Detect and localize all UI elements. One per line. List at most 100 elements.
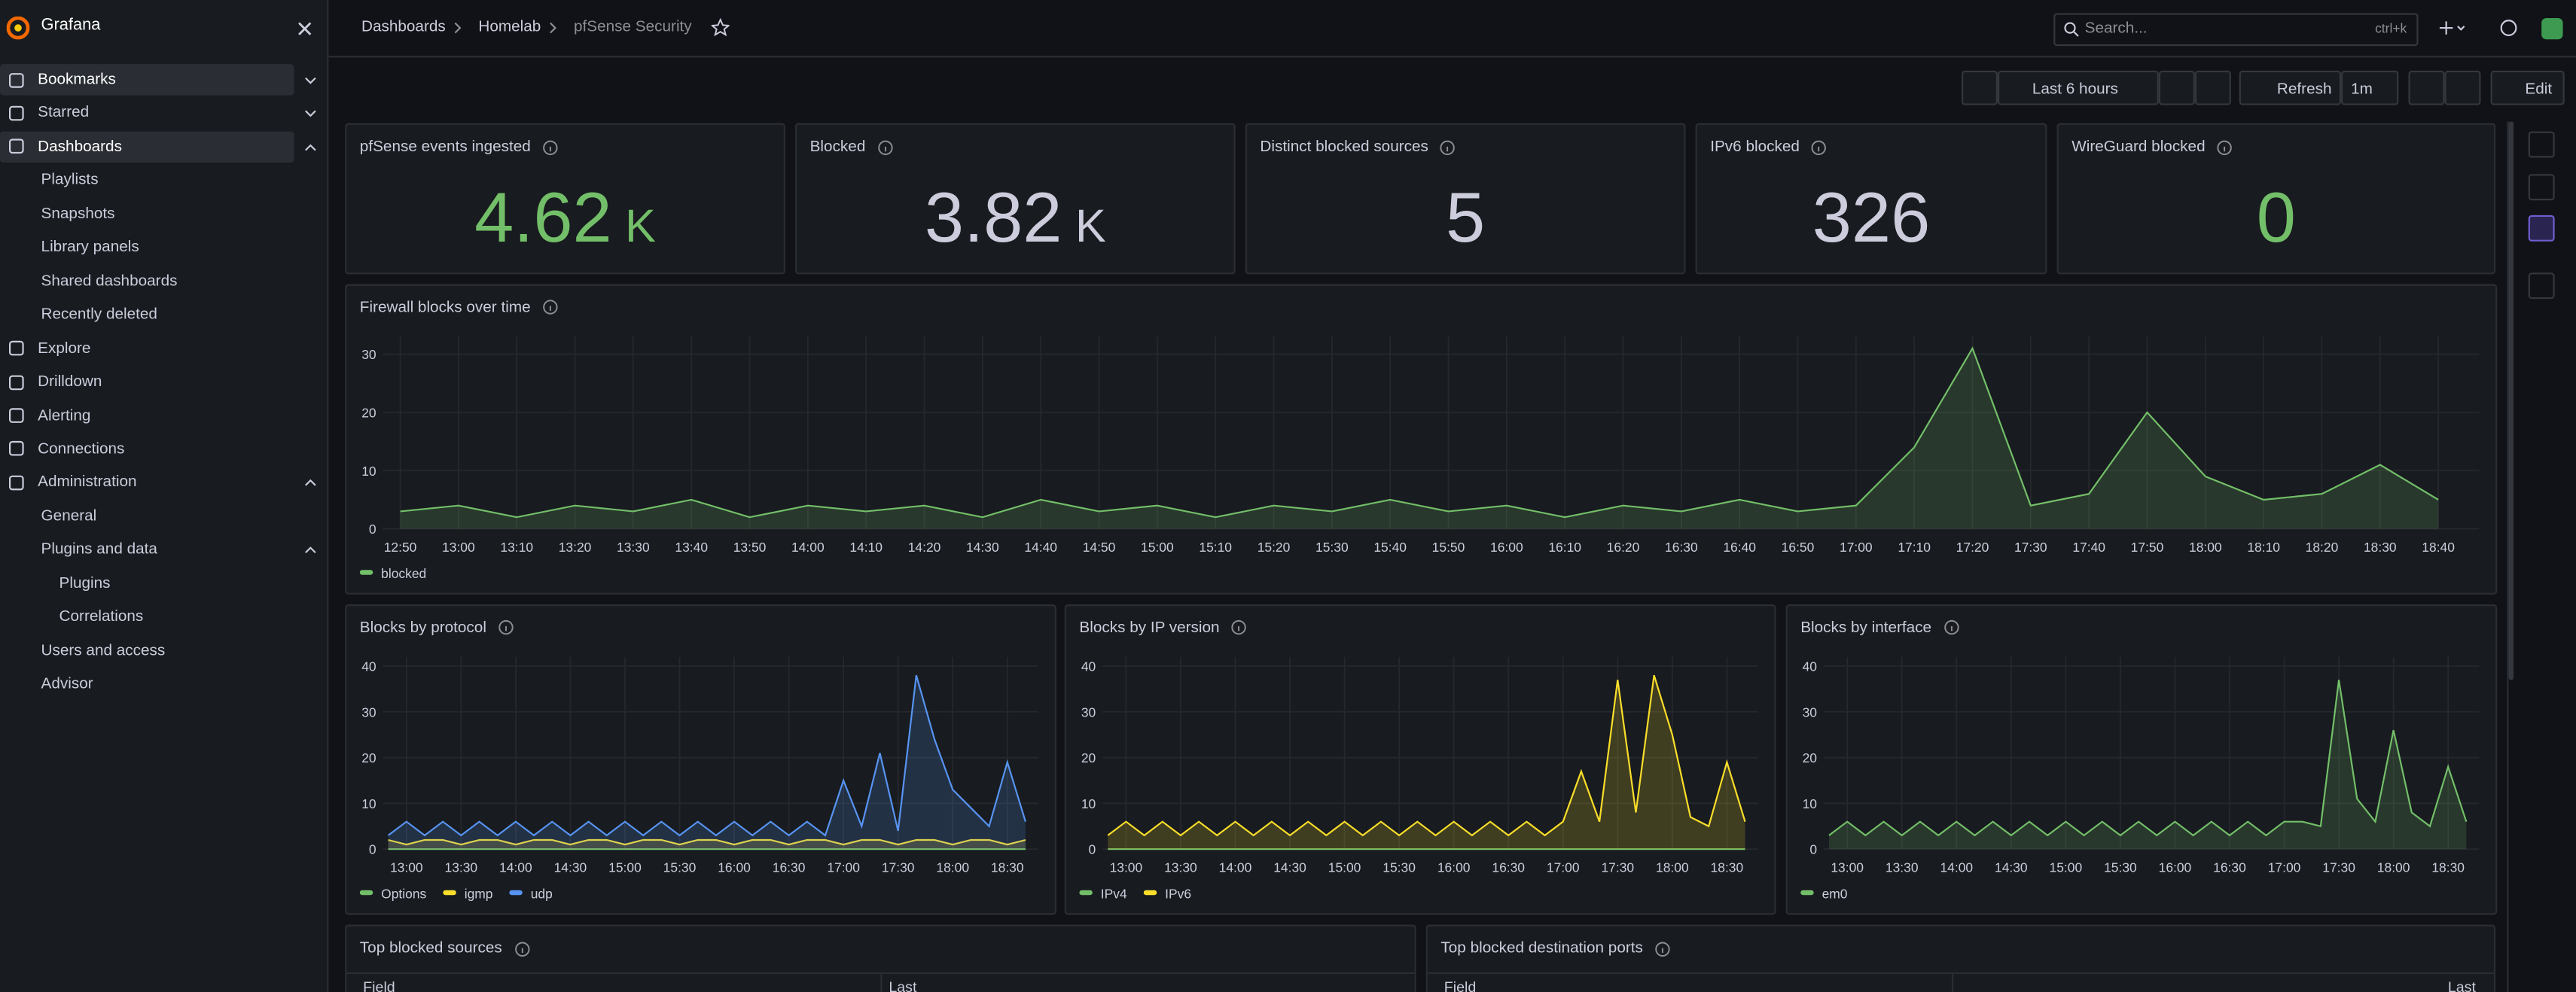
x-tick-label: 15:00: [608, 860, 642, 875]
nav-item[interactable]: Connections: [0, 434, 294, 464]
x-tick-label: 13:50: [733, 540, 767, 555]
stat-value: 0: [2256, 178, 2296, 258]
series-area: [400, 348, 2439, 529]
y-tick-label: 20: [1803, 750, 1818, 765]
refresh-button[interactable]: Refresh: [2239, 70, 2342, 105]
legend-swatch: [359, 890, 373, 896]
nav-item[interactable]: Library panels: [33, 232, 294, 263]
nav-item[interactable]: Dashboards: [0, 131, 294, 163]
close-menu[interactable]: [297, 21, 312, 36]
nav-label: Connections: [38, 440, 125, 458]
chart: Blocks by interface 0 10 20 30 40 13:00 13:30 14…: [1800, 619, 2480, 902]
column-header[interactable]: Last: [2447, 978, 2476, 992]
share-menu[interactable]: [2444, 70, 2481, 105]
y-tick-label: 20: [361, 405, 376, 420]
search-icon: [2064, 22, 2079, 37]
column-header[interactable]: Field: [363, 978, 395, 992]
info-circle: [1812, 140, 1827, 156]
x-tick-label: 17:30: [2014, 540, 2047, 555]
time-range-picker[interactable]: Last 6 hours: [1998, 70, 2159, 105]
edit-button[interactable]: Edit: [2490, 70, 2565, 105]
x-tick-label: 17:50: [2131, 540, 2164, 555]
nav-item[interactable]: Snapshots: [33, 199, 294, 230]
nav-label: Starred: [38, 104, 90, 123]
y-tick-label: 10: [361, 796, 376, 811]
nav-icon-shape: [8, 408, 24, 423]
x-tick-label: 14:30: [1273, 860, 1306, 875]
nav-item[interactable]: Bookmarks: [0, 64, 294, 96]
stat-unit: K: [625, 200, 656, 251]
x-tick-label: 13:00: [1831, 860, 1864, 875]
x-tick-label: 17:30: [882, 860, 915, 875]
series-line: [1107, 674, 1746, 837]
y-tick-label: 0: [369, 522, 376, 537]
nav-item[interactable]: Explore: [0, 333, 294, 364]
info-circle: [1943, 619, 1959, 635]
nav-label: Alerting: [38, 406, 91, 425]
rail-button[interactable]: [2528, 215, 2555, 242]
rail-button[interactable]: [2528, 131, 2555, 158]
nav-item[interactable]: Plugins: [51, 568, 294, 598]
time-back-button[interactable]: [1962, 70, 1998, 105]
star-path: [711, 18, 730, 37]
search-box[interactable]: Search... ctrl+k: [2053, 13, 2419, 47]
info-circle: [514, 942, 529, 957]
grafana-logo: [6, 16, 30, 40]
nav-item[interactable]: Correlations: [51, 601, 294, 632]
panel-title: Top blocked sources: [359, 939, 502, 958]
y-tick-label: 20: [361, 750, 376, 765]
breadcrumb[interactable]: Dashboards: [361, 18, 446, 37]
legend-label: udp: [531, 887, 553, 902]
x-tick-label: 13:00: [390, 860, 423, 875]
breadcrumb[interactable]: Homelab: [478, 18, 541, 37]
x-tick-label: 15:30: [1315, 540, 1349, 555]
nav-item[interactable]: General: [33, 501, 294, 531]
stat-panel: pfSense events ingested 4.62 K: [345, 123, 785, 275]
x-tick-label: 13:00: [1110, 860, 1143, 875]
x-tick-label: 15:00: [2050, 860, 2083, 875]
x-tick-label: 16:30: [773, 860, 806, 875]
nav-item[interactable]: Playlists: [33, 165, 294, 196]
right-rail: [2507, 121, 2576, 992]
nav-item[interactable]: Administration: [0, 467, 294, 498]
nav-item[interactable]: Alerting: [0, 400, 294, 431]
series-area: [1108, 675, 1745, 850]
y-tick-label: 10: [1081, 796, 1096, 811]
nav-label: Administration: [38, 473, 137, 492]
chart-panel: Blocks by protocol 0 10 20 30 40 13:00 13:30 14:…: [345, 604, 1056, 915]
refresh-label: Refresh: [2276, 80, 2332, 99]
chart: Blocks by IP version 0 10 20 30 40 13:00 13:30 1…: [1079, 619, 1758, 902]
x-tick-label: 18:00: [936, 860, 969, 875]
info-icon: [514, 942, 529, 957]
zoom-out-button[interactable]: [2194, 70, 2231, 105]
nav-item[interactable]: Users and access: [33, 635, 294, 666]
rail-button[interactable]: [2528, 174, 2555, 201]
share-button[interactable]: [2408, 70, 2445, 105]
info-circle: [2218, 140, 2233, 156]
y-tick-label: 20: [1081, 750, 1096, 765]
time-forward-button[interactable]: [2158, 70, 2195, 105]
info-icon: [1440, 140, 1456, 156]
nav-item[interactable]: Starred: [0, 98, 294, 129]
column-header[interactable]: Field: [1443, 978, 1477, 992]
x-tick-label: 17:20: [1956, 540, 1989, 555]
nav-label: Recently deleted: [41, 306, 157, 324]
refresh-interval[interactable]: 1m: [2341, 70, 2399, 105]
x-tick-label: 14:30: [554, 860, 587, 875]
x-tick-label: 15:30: [2104, 860, 2137, 875]
column-header[interactable]: Last: [889, 978, 917, 992]
nav-item[interactable]: Plugins and data: [33, 534, 294, 565]
nav-item[interactable]: Shared dashboards: [33, 266, 294, 297]
nav-icon: [8, 408, 24, 423]
info-icon: [1232, 619, 1247, 635]
nav-item[interactable]: Recently deleted: [33, 299, 294, 330]
nav-item[interactable]: Drilldown: [0, 367, 294, 397]
x-tick-label: 14:30: [966, 540, 999, 555]
y-tick-label: 30: [361, 347, 376, 362]
rail-button[interactable]: [2528, 272, 2555, 300]
nav-item[interactable]: Advisor: [33, 668, 294, 699]
legend-swatch: [1079, 890, 1093, 896]
separator-path: [550, 22, 557, 34]
series-line: [388, 838, 1026, 846]
